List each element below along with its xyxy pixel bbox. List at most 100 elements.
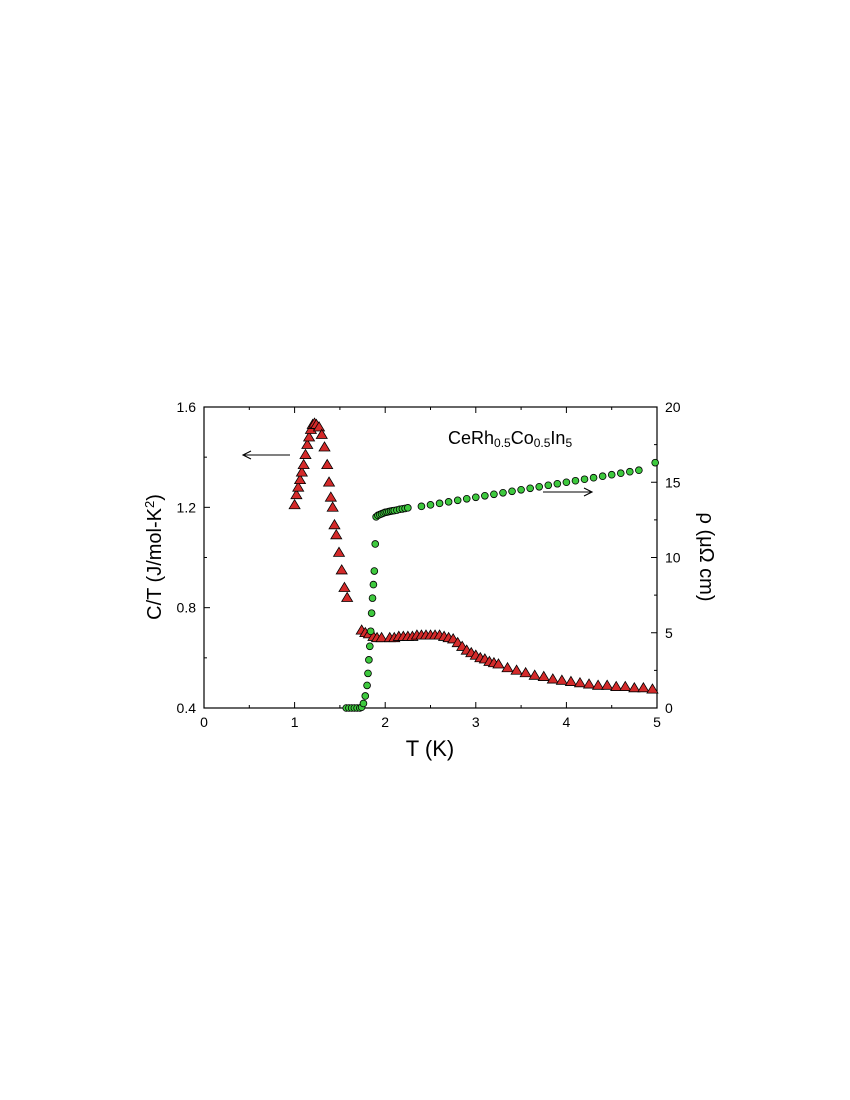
triangle-point [288,498,301,510]
triangle-point [519,666,532,678]
circle-point [435,499,444,508]
circle-point [580,475,589,484]
y-left-tick-label: 0.8 [177,600,197,616]
circle-point [471,493,480,502]
circle-point [553,479,562,488]
circle-point [626,467,634,476]
triangle-point [546,673,559,684]
x-tick-label: 1 [291,714,299,730]
triangle-point [330,528,343,540]
y-left-axis-title: C/T (J/mol-K2) [142,494,166,620]
x-tick-label: 3 [472,714,480,730]
circle-point [535,482,544,491]
triangle-point [610,680,623,691]
triangle-point [646,683,659,694]
circle-point [607,470,616,479]
circle-point [365,642,374,651]
x-axis-title: T (K) [406,736,454,761]
triangle-point [292,481,305,492]
x-tick-label: 0 [200,714,208,730]
y-left-title-sup: 2 [142,501,157,508]
triangle-point [315,428,328,439]
circle-point [651,458,659,467]
circle-point [453,496,462,505]
triangle-point [628,681,641,693]
circle-point [589,473,598,482]
triangle-point [555,674,569,685]
triangle-point [326,501,339,512]
compound-label: CeRh0.5Co0.5In5 [448,428,572,450]
circle-point [481,491,489,500]
circle-point [444,498,453,506]
x-tick-label: 4 [563,714,571,730]
plot-frame [203,406,658,709]
circle-point [508,487,516,496]
circle-point [366,627,375,636]
triangle-point [297,458,310,469]
triangle-point [501,661,514,673]
circle-point [571,476,580,485]
circle-point [544,481,553,490]
data-marks [288,417,659,712]
triangle-point [322,476,336,487]
triangle-point [601,679,614,690]
triangle-point [299,448,312,459]
circle-point [361,692,370,700]
y-right-tick-label: 10 [665,550,681,566]
circle-point [635,466,643,475]
circle-point [562,478,571,487]
axis-labels: 0 1 2 3 4 50.40.81.21.605101520CeRh0.5Co0.5In… [142,399,717,761]
circle-point [526,484,534,493]
y-right-tick-label: 0 [665,700,673,716]
y-left-title-main: C/T (J/mol-K [144,507,166,620]
plot-area [203,406,658,709]
triangle-point [573,676,587,688]
triangle-point [338,581,351,592]
circle-point [364,669,372,678]
compound-text: Co [511,428,534,448]
circle-point [417,502,426,511]
triangle-point [340,591,354,602]
y-right-tick-label: 5 [665,625,673,641]
triangle-point [637,681,650,693]
circle-point [517,485,525,494]
circle-point [404,504,412,512]
triangle-point [318,441,331,452]
right-axis-arrow-head [583,487,594,497]
left-axis-arrow [241,450,290,460]
y-left-tick-label: 1.6 [177,399,197,415]
circle-point [371,540,380,548]
y-right-tick-label: 20 [665,399,681,415]
triangle-point [328,518,341,530]
circle-point [365,656,373,664]
triangle-point [293,473,307,485]
circle-point [462,495,471,503]
triangle-point [302,431,316,442]
circle-point [359,699,368,708]
circle-point [368,594,377,602]
circle-point [499,488,507,497]
compound-text: In [550,428,565,448]
compound-subscript: 0.5 [494,436,511,450]
triangle-point [591,679,605,690]
triangle-point [492,658,505,669]
circle-point [490,490,498,499]
circle-point [426,501,435,509]
triangle-point [295,466,309,477]
x-tick-label: 2 [381,714,389,730]
circle-point [363,681,371,690]
triangle-point [375,631,388,643]
circle-point [367,609,376,617]
triangle-point [321,458,334,469]
triangle-point [332,546,346,557]
triangle-point [528,669,541,680]
triangle-point [510,664,523,675]
y-right-axis-title: ρ (μΩ cm) [695,513,717,602]
right-axis-arrow [543,487,594,497]
compound-subscript: 0.5 [534,436,551,450]
triangle-point [335,564,348,575]
triangle-point [537,670,550,681]
left-axis-arrow-head [241,450,252,460]
triangle-point [324,491,338,502]
